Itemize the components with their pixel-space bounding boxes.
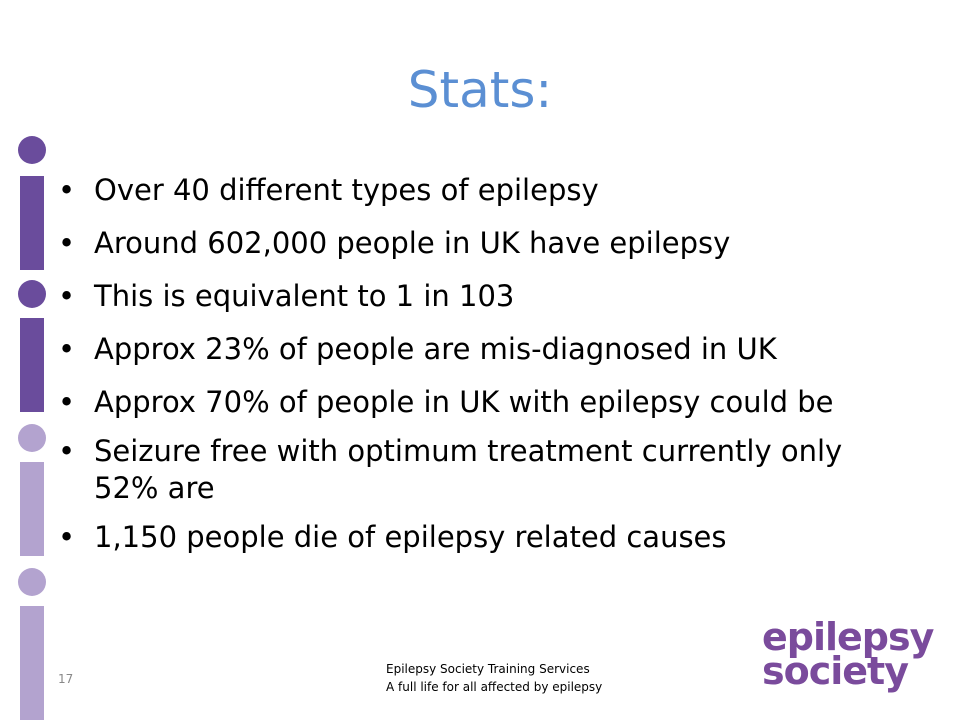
bullet-list: Over 40 different types of epilepsy Arou…	[58, 172, 878, 572]
bullet-item: This is equivalent to 1 in 103	[58, 278, 878, 315]
slide-title: Stats:	[407, 61, 553, 119]
logo-line-1: epilepsy	[762, 615, 934, 659]
bullet-item: 1,150 people die of epilepsy related cau…	[58, 519, 878, 556]
bullet-item: Over 40 different types of epilepsy	[58, 172, 878, 209]
footer-line-2: A full life for all affected by epilepsy	[386, 680, 603, 694]
deco-bar-1	[20, 176, 44, 270]
deco-circle-1	[18, 136, 46, 164]
epilepsy-society-logo: epilepsy society	[762, 615, 940, 696]
bullet-item: Approx 70% of people in UK with epilepsy…	[58, 384, 878, 421]
deco-bar-4	[20, 606, 44, 720]
footer-text: Epilepsy Society Training Services A ful…	[386, 660, 602, 696]
bullet-item: Around 602,000 people in UK have epileps…	[58, 225, 878, 262]
deco-circle-2	[18, 280, 46, 308]
slide-number: 17	[58, 672, 74, 686]
deco-bar-3	[20, 462, 44, 556]
decorative-side-bar	[18, 136, 46, 720]
deco-circle-4	[18, 568, 46, 596]
bullet-item: Approx 23% of people are mis-diagnosed i…	[58, 331, 878, 368]
footer-line-1: Epilepsy Society Training Services	[386, 662, 590, 676]
deco-circle-3	[18, 424, 46, 452]
logo-line-2: society	[762, 649, 909, 693]
bullet-item: Seizure free with optimum treatment curr…	[58, 433, 878, 507]
deco-bar-2	[20, 318, 44, 412]
